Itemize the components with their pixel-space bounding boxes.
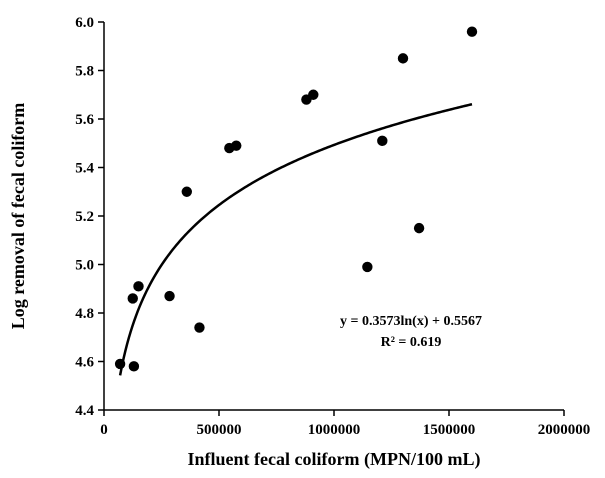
data-points — [114, 26, 478, 372]
data-point — [362, 261, 373, 273]
data-point — [231, 140, 242, 151]
y-tick-label: 4.4 — [75, 403, 94, 419]
x-tick-label: 500000 — [197, 422, 242, 438]
x-ticks: 0 500000 1000000 1500000 2000000 — [100, 410, 590, 438]
data-point — [413, 222, 425, 234]
x-tick-label: 1000000 — [308, 422, 361, 438]
y-tick-label: 4.6 — [75, 355, 94, 371]
y-tick-label: 5.0 — [75, 258, 94, 274]
data-point — [308, 89, 319, 100]
y-tick-label: 5.8 — [75, 64, 94, 80]
y-axis-title: Log removal of fecal coliform — [8, 103, 28, 330]
trendline — [118, 103, 473, 376]
x-tick-label: 0 — [100, 422, 108, 438]
axes — [103, 22, 564, 411]
data-point — [466, 26, 478, 37]
y-ticks: 4.4 4.6 4.8 5.0 5.2 5.4 5.6 5.8 6.0 — [75, 15, 104, 419]
y-tick-label: 4.8 — [75, 306, 94, 322]
x-tick-label: 2000000 — [538, 422, 591, 438]
y-tick-label: 5.4 — [75, 161, 94, 177]
data-point — [133, 281, 144, 292]
y-tick-label: 5.2 — [75, 209, 94, 225]
data-point — [114, 358, 126, 370]
data-point — [128, 361, 140, 372]
x-axis-title: Influent fecal coliform (MPN/100 mL) — [188, 449, 481, 470]
data-point — [377, 135, 388, 147]
data-point — [194, 322, 205, 333]
data-point — [397, 53, 409, 64]
y-tick-label: 5.6 — [75, 112, 94, 128]
data-point — [127, 293, 138, 304]
trendline-equation: y = 0.3573ln(x) + 0.5567 — [340, 314, 482, 329]
x-tick-label: 1500000 — [423, 422, 476, 438]
data-point — [164, 290, 175, 302]
trendline-r-squared: R² = 0.619 — [381, 335, 442, 350]
data-point — [181, 186, 192, 197]
y-tick-label: 6.0 — [75, 15, 94, 31]
